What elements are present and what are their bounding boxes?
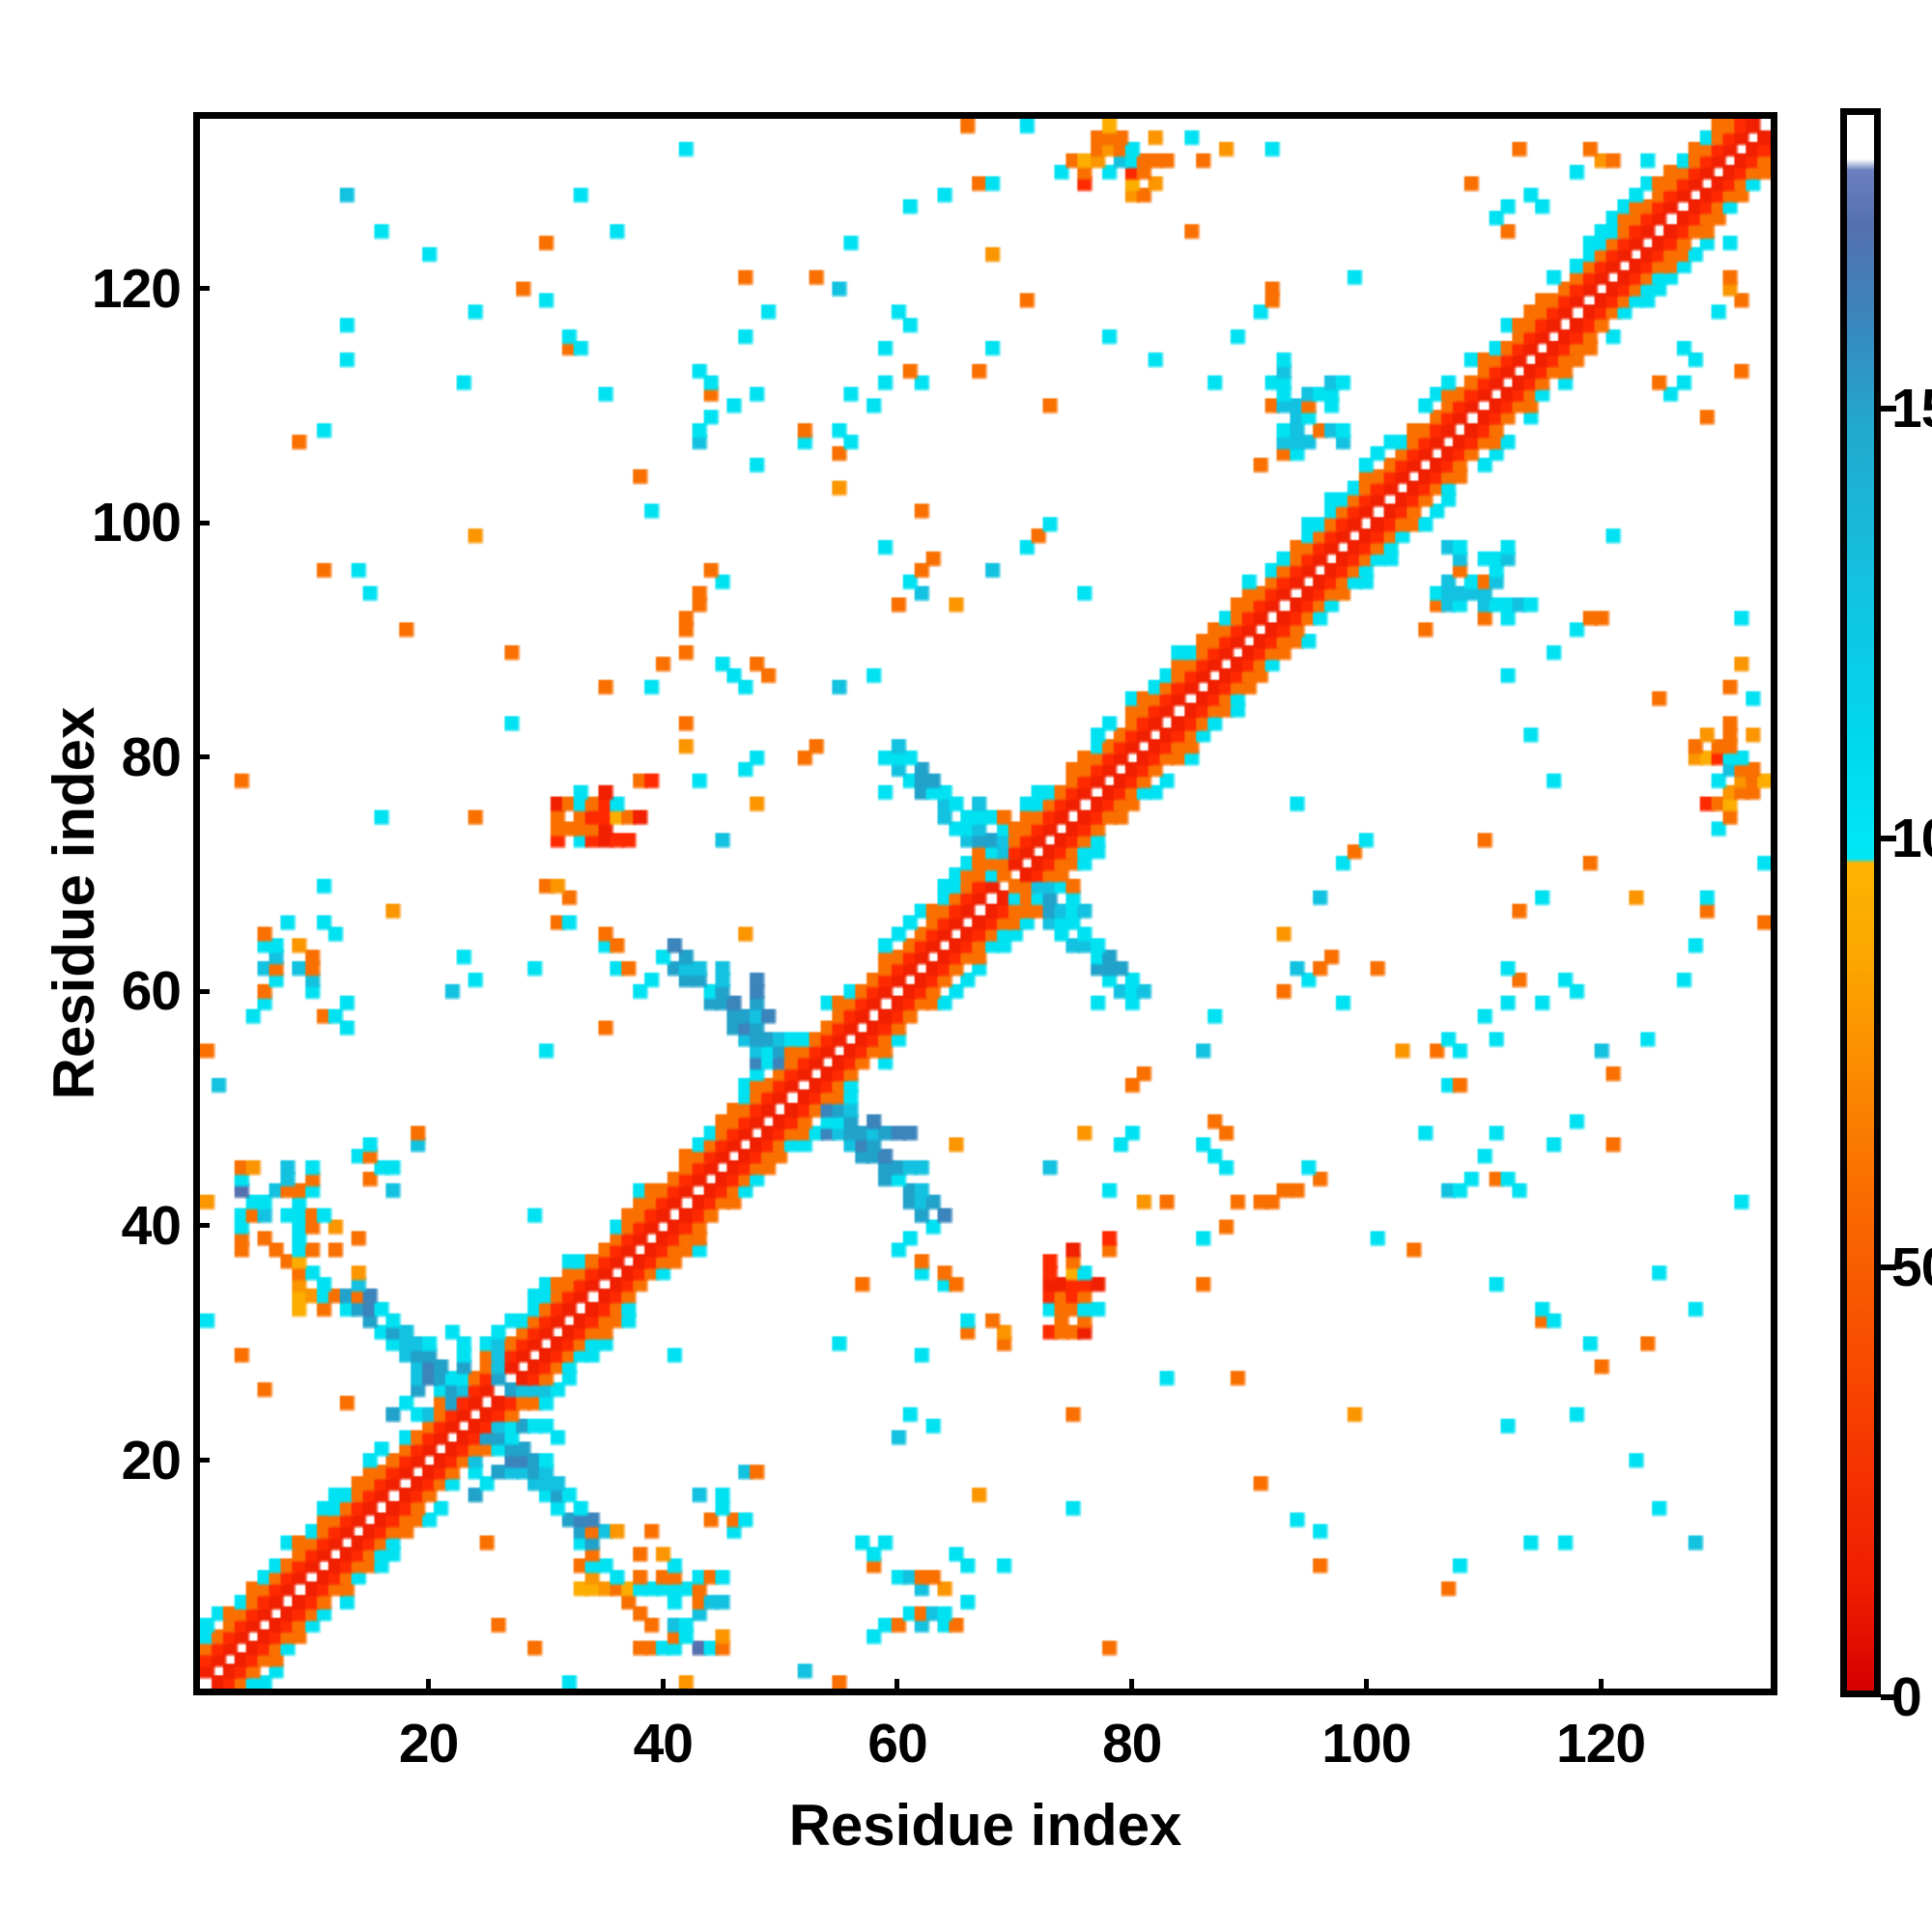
x-tick-label: 60 <box>867 1713 927 1775</box>
x-axis-title: Residue index <box>788 1793 1182 1858</box>
colorbar-tick-mark <box>1881 1694 1896 1700</box>
y-tick-label: 20 <box>121 1429 182 1492</box>
x-tick-label: 40 <box>633 1713 694 1775</box>
y-tick-mark <box>193 1458 210 1463</box>
y-tick-mark <box>193 754 210 760</box>
colorbar-tick-label: 150 <box>1891 378 1932 440</box>
y-tick-label: 80 <box>121 725 182 788</box>
colorbar-tick-label: 50 <box>1891 1236 1932 1299</box>
y-tick-mark <box>193 1223 210 1229</box>
x-tick-mark <box>1363 1679 1369 1695</box>
x-tick-mark <box>660 1679 666 1695</box>
x-tick-mark <box>895 1679 900 1695</box>
colorbar-gradient-fill <box>1847 115 1874 1690</box>
colorbar-tick-label: 100 <box>1891 807 1932 869</box>
x-tick-label: 20 <box>398 1713 459 1775</box>
y-tick-label: 60 <box>121 960 182 1023</box>
x-tick-mark <box>1598 1679 1604 1695</box>
colorbar <box>1840 108 1881 1697</box>
colorbar-tick-mark <box>1881 406 1896 412</box>
y-tick-mark <box>193 520 210 526</box>
colorbar-tick-mark <box>1881 1264 1896 1271</box>
x-tick-label: 120 <box>1555 1713 1646 1775</box>
colorbar-tick-label: 0 <box>1891 1666 1922 1728</box>
contact-map-plot <box>193 112 1777 1695</box>
colorbar-tick-mark <box>1881 835 1896 841</box>
x-tick-label: 100 <box>1321 1713 1411 1775</box>
x-tick-mark <box>426 1679 432 1695</box>
y-axis-title: Residue index <box>42 706 106 1100</box>
y-tick-label: 40 <box>121 1194 182 1257</box>
x-tick-mark <box>1129 1679 1135 1695</box>
x-tick-label: 80 <box>1101 1713 1162 1775</box>
colorbar-gradient <box>1840 108 1881 1697</box>
heatmap-canvas <box>200 119 1771 1689</box>
y-tick-label: 100 <box>91 492 182 554</box>
y-tick-mark <box>193 988 210 994</box>
y-tick-label: 120 <box>91 257 182 320</box>
y-tick-mark <box>193 286 210 292</box>
